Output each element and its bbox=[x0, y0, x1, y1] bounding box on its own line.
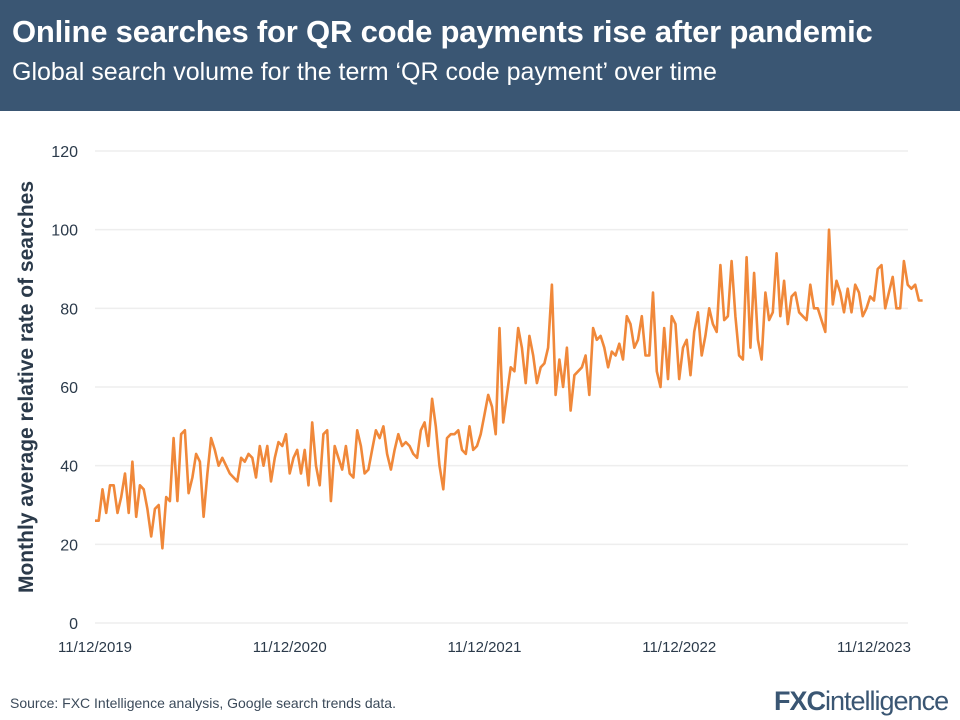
x-tick-label: 11/12/2021 bbox=[447, 639, 521, 656]
chart-title: Online searches for QR code payments ris… bbox=[12, 14, 873, 49]
chart-subtitle: Global search volume for the term ‘QR co… bbox=[12, 58, 717, 86]
x-tick-label: 11/12/2022 bbox=[642, 639, 716, 656]
y-tick-label: 20 bbox=[60, 537, 78, 554]
chart-header: Online searches for QR code payments ris… bbox=[0, 0, 960, 111]
search-volume-line bbox=[95, 228, 923, 550]
logo-light-text: intelligence bbox=[825, 686, 949, 716]
y-axis-label: Monthly average relative rate of searche… bbox=[15, 181, 38, 593]
y-tick-label: 60 bbox=[60, 380, 78, 397]
fxc-intelligence-logo: FXCintelligence bbox=[774, 686, 949, 717]
y-tick-label: 0 bbox=[69, 616, 78, 633]
x-tick-label: 11/12/2020 bbox=[253, 639, 327, 656]
logo-bold-text: FXC bbox=[774, 686, 826, 716]
y-tick-label: 120 bbox=[51, 144, 78, 161]
y-tick-label: 40 bbox=[60, 459, 78, 476]
source-note: Source: FXC Intelligence analysis, Googl… bbox=[10, 695, 396, 711]
x-tick-label: 11/12/2023 bbox=[837, 639, 911, 656]
y-tick-label: 80 bbox=[60, 301, 78, 318]
x-tick-label: 11/12/2019 bbox=[58, 639, 132, 656]
y-tick-label: 100 bbox=[51, 223, 78, 240]
